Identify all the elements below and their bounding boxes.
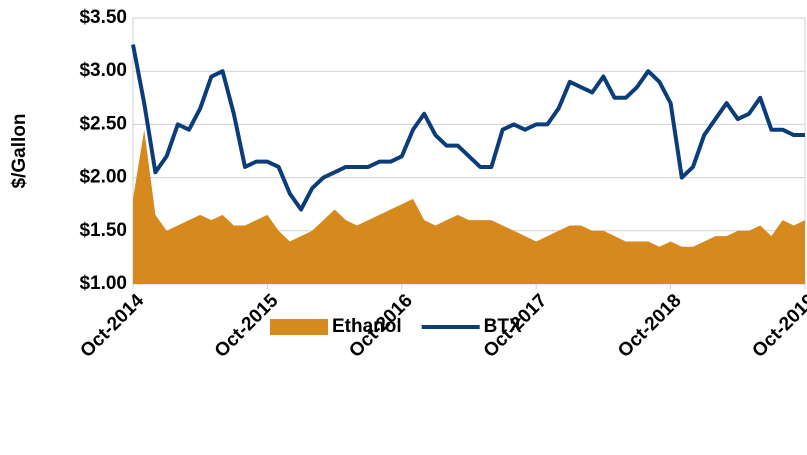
x-tick-label: Oct-2018 bbox=[614, 290, 686, 362]
legend-label: Ethanol bbox=[332, 316, 402, 337]
legend-swatch bbox=[270, 319, 328, 335]
line bbox=[131, 44, 805, 212]
legend-label: BTX bbox=[484, 316, 522, 337]
y-tick-label: $2.50 bbox=[79, 113, 127, 134]
y-tick-label: $3.50 bbox=[79, 7, 127, 28]
y-tick-label: $1.00 bbox=[79, 273, 127, 294]
x-tick-label: Oct-2014 bbox=[76, 290, 148, 362]
y-tick-label: $3.00 bbox=[79, 60, 127, 81]
x-tick-label: Oct-2019 bbox=[748, 290, 807, 362]
y-tick-label: $2.00 bbox=[79, 167, 127, 188]
y-tick-label: $1.50 bbox=[79, 220, 127, 241]
area bbox=[133, 129, 805, 284]
y-axis-title: $/Gallon bbox=[9, 114, 30, 189]
